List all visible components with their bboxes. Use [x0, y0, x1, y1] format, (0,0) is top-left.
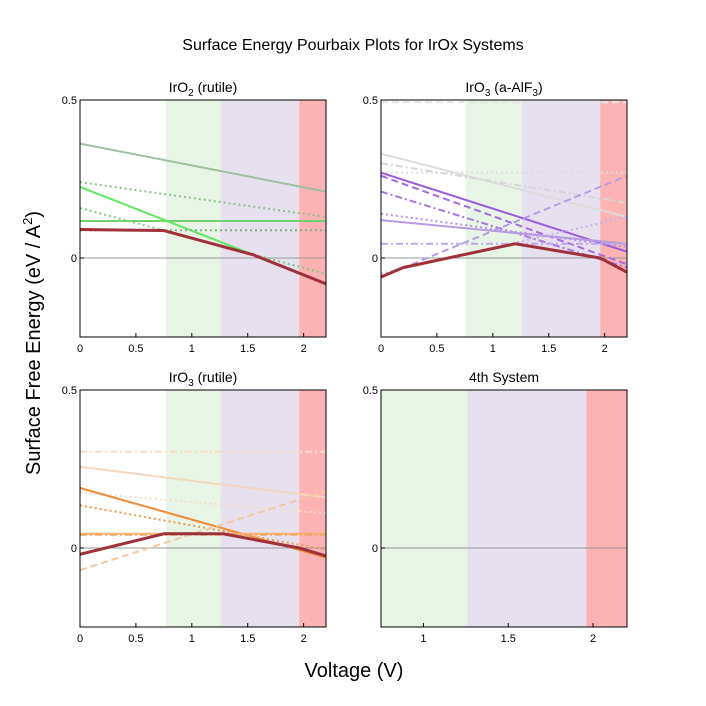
y-tick-label: 0.5 [62, 385, 77, 397]
panel-title-subscript: 3 [485, 88, 491, 99]
series-line-9 [80, 490, 326, 572]
panel-frame [79, 389, 327, 628]
x-tick-label: 0 [77, 343, 83, 355]
panel-title-main: 4th System [469, 369, 539, 385]
y-tick-label: 0 [372, 543, 378, 555]
x-tick-label: 2 [301, 343, 307, 355]
stability-region-3 [299, 100, 326, 337]
series-line-9 [381, 219, 627, 245]
series-line-13 [381, 242, 627, 279]
y-tick-label: 0.5 [62, 95, 77, 107]
panel-frame [380, 99, 628, 338]
x-tick-label: 1.5 [541, 343, 556, 355]
y-tick-label: 0.5 [363, 385, 378, 397]
x-tick-label: 1 [420, 633, 426, 645]
panel-title-rest: (a-AlF [490, 79, 532, 95]
x-tick-label: 1.5 [501, 633, 516, 645]
y-axis-label-superscript: 2 [20, 218, 35, 225]
x-axis-label: Voltage (V) [305, 660, 404, 682]
panel-3: 0 0.5 1 1.5 2 0.5 0 IrO3 (rutile) [62, 369, 327, 645]
stability-region-1 [166, 100, 221, 337]
series-line-2 [381, 152, 627, 218]
series-line-5 [381, 171, 627, 253]
panel-frame [79, 99, 327, 338]
x-tick-label: 1.5 [240, 633, 255, 645]
stability-region-2 [220, 100, 300, 337]
panel-4: 1 1.5 2 0.5 0 4th System [363, 369, 628, 645]
stability-region-3 [586, 390, 627, 627]
stability-region-3 [600, 100, 627, 337]
panel-plot-area [381, 390, 627, 627]
panel-title: IrO3 (a-AlF3) [465, 79, 542, 99]
series-line-2 [80, 465, 326, 499]
x-tick-label: 0 [378, 343, 384, 355]
series-line-4 [80, 181, 326, 218]
panel-title-subscript: 2 [188, 88, 194, 99]
panel-title-subscript: 3 [188, 378, 194, 389]
series-line-3 [80, 491, 326, 515]
panel-plot-area [80, 100, 326, 337]
series-line-8 [381, 212, 627, 248]
stability-region-1 [381, 390, 468, 627]
y-axis-label: Surface Free Energy (eV / A2) [20, 211, 45, 475]
x-tick-label: 2 [602, 343, 608, 355]
y-axis-label-close: ) [23, 211, 45, 218]
panel-title-main: IrO [169, 369, 189, 385]
x-tick-label: 2 [301, 633, 307, 645]
panel-title-subscript-2: 3 [532, 88, 538, 99]
stability-region-3 [299, 390, 326, 627]
stability-region-2 [467, 390, 587, 627]
panel-frame [380, 389, 628, 628]
y-tick-label: 0.5 [363, 95, 378, 107]
x-tick-label: 0 [77, 633, 83, 645]
panel-title: IrO2 (rutile) [169, 79, 238, 99]
series-line-1 [80, 142, 326, 193]
panel-plot-area [381, 100, 627, 337]
y-tick-label: 0 [71, 543, 77, 555]
y-axis-label-main: Surface Free Energy (eV / A [23, 224, 45, 475]
series-line-3 [381, 162, 627, 204]
x-tick-label: 1 [189, 633, 195, 645]
series-line-6 [80, 504, 326, 551]
panel-title-main: IrO [465, 79, 485, 95]
panel-title-rest: (rutile) [194, 79, 238, 95]
panel-title: 4th System [469, 369, 539, 385]
series-line-11 [381, 174, 627, 278]
y-tick-label: 0 [71, 253, 77, 265]
panel-title: IrO3 (rutile) [169, 369, 238, 389]
panel-title-rest-2: ) [538, 79, 543, 95]
stability-region-1 [465, 100, 522, 337]
x-tick-label: 1.5 [240, 343, 255, 355]
x-tick-label: 0.5 [429, 343, 444, 355]
figure-title: Surface Energy Pourbaix Plots for IrOx S… [182, 37, 523, 54]
x-tick-label: 1 [189, 343, 195, 355]
y-tick-label: 0 [372, 253, 378, 265]
x-tick-label: 0.5 [128, 633, 143, 645]
x-tick-label: 0.5 [128, 343, 143, 355]
series-line-7 [80, 228, 326, 286]
x-tick-label: 1 [490, 343, 496, 355]
series-line-10 [80, 532, 326, 558]
panel-title-rest: (rutile) [194, 369, 238, 385]
panel-plot-area [80, 390, 326, 627]
stability-region-2 [521, 100, 601, 337]
stability-region-1 [166, 390, 221, 627]
panel-title-main: IrO [169, 79, 189, 95]
x-tick-label: 2 [590, 633, 596, 645]
